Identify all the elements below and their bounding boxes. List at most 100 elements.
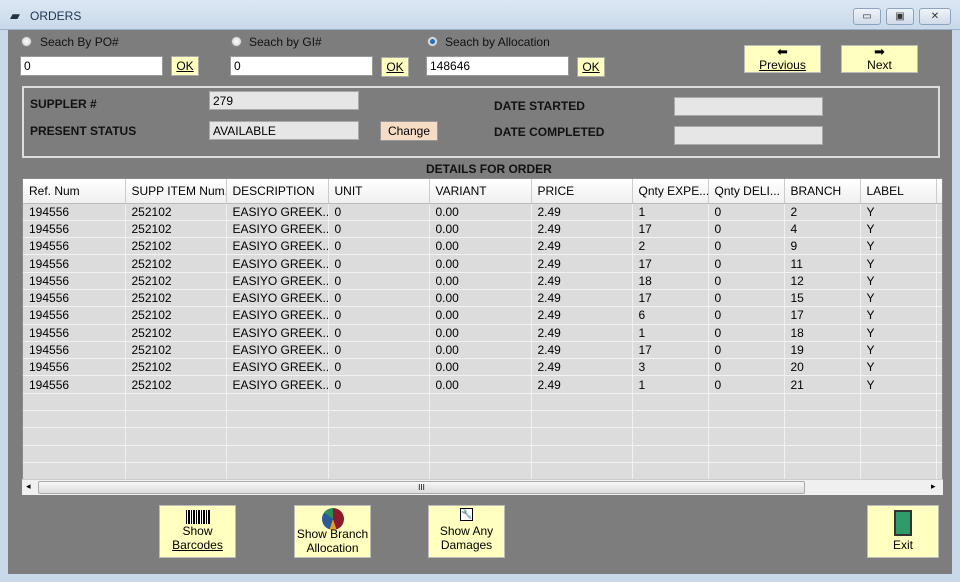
horizontal-scrollbar[interactable]: ◂ III ▸ — [22, 479, 943, 495]
table-row[interactable]: 194556 252102 EASIYO GREEK... 0 0.00 2.49 1 0 21… — [23, 375, 942, 394]
table-cell: 0 — [328, 324, 430, 342]
table-cell — [860, 427, 937, 446]
table-cell: Y — [860, 324, 937, 342]
table-row[interactable]: 194556 252102 EASIYO GREEK... 0 0.00 2.49 1 0 18… — [23, 324, 942, 342]
table-cell: 0 — [708, 254, 785, 273]
table-cell: 9 — [784, 237, 861, 256]
empty-row[interactable] — [23, 410, 942, 429]
table-cell — [531, 445, 633, 463]
exit-button[interactable]: Exit — [867, 505, 939, 558]
barcode-icon — [185, 510, 210, 524]
scroll-left-arrow[interactable]: ◂ — [26, 481, 31, 491]
table-row[interactable]: 194556 252102 EASIYO GREEK... 0 0.00 2.49 17 0 4… — [23, 220, 942, 239]
scroll-thumb[interactable]: III — [38, 481, 805, 494]
table-cell: 0.00 — [429, 203, 532, 221]
table-cell: 194556 — [23, 341, 126, 360]
table-row[interactable]: 194556 252102 EASIYO GREEK... 0 0.00 2.49 17 0 1… — [23, 289, 942, 308]
table-cell: 2.49 — [531, 289, 633, 308]
empty-row[interactable] — [23, 462, 942, 481]
table-cell — [708, 462, 785, 481]
empty-row[interactable] — [23, 393, 942, 412]
table-cell: 194556 — [23, 203, 126, 221]
table-row[interactable]: 194556 252102 EASIYO GREEK... 0 0.00 2.49 18 0 1… — [23, 272, 942, 290]
column-header[interactable]: Ref. Num — [23, 179, 126, 204]
maximize-button[interactable]: ▣ — [886, 8, 914, 25]
po-input[interactable]: 0 — [20, 56, 163, 76]
show-branch-allocation-button[interactable]: Show Branch Allocation — [294, 505, 371, 558]
gi-radio[interactable] — [231, 36, 242, 47]
table-row[interactable]: 194556 252102 EASIYO GREEK... 0 0.00 2.49 17 0 1… — [23, 254, 942, 273]
table-cell: Y — [860, 203, 937, 221]
previous-button[interactable]: ⬅ Previous — [744, 45, 821, 73]
table-cell — [708, 445, 785, 463]
change-button[interactable]: Change — [380, 121, 438, 141]
column-header[interactable]: DESCRIPTION — [226, 179, 329, 204]
column-header[interactable]: UNIT — [328, 179, 430, 204]
status-label: PRESENT STATUS — [30, 124, 137, 138]
table-cell: 194556 — [23, 306, 126, 325]
table-cell: 0 — [328, 289, 430, 308]
table-cell: 2.49 — [531, 358, 633, 377]
table-cell: 0 — [708, 203, 785, 221]
allocation-input[interactable]: 148646 — [426, 56, 569, 76]
table-cell: 1 — [632, 324, 709, 342]
scroll-right-arrow[interactable]: ▸ — [931, 481, 936, 491]
title-bar: ▰ ORDERS ▭ ▣ ✕ — [0, 0, 960, 30]
table-row[interactable]: 194556 252102 EASIYO GREEK... 0 0.00 2.49 6 0 17… — [23, 306, 942, 325]
table-cell: 0 — [708, 289, 785, 308]
table-row[interactable]: 194556 252102 EASIYO GREEK... 0 0.00 2.49 3 0 20… — [23, 358, 942, 377]
table-row[interactable]: 194556 252102 EASIYO GREEK... 0 0.00 2.49 1 0 2 Y — [23, 203, 942, 221]
column-header[interactable]: PRICE — [531, 179, 633, 204]
show-barcodes-button[interactable]: Show Barcodes — [159, 505, 236, 558]
empty-row[interactable] — [23, 427, 942, 446]
table-cell — [784, 393, 861, 412]
column-header[interactable]: LABEL — [860, 179, 937, 204]
table-cell: 0 — [328, 272, 430, 290]
allocation-ok-button[interactable]: OK — [577, 57, 605, 77]
column-header[interactable]: VARIANT — [429, 179, 532, 204]
table-cell — [936, 427, 942, 446]
close-button[interactable]: ✕ — [919, 8, 951, 25]
show-any-damages-button[interactable]: 🔧 Show Any Damages — [428, 505, 505, 558]
column-header[interactable]: Qnty EXPE... — [632, 179, 709, 204]
table-cell: Y — [860, 220, 937, 239]
table-cell: 17 — [632, 341, 709, 360]
minimize-button[interactable]: ▭ — [853, 8, 881, 25]
gi-ok-button[interactable]: OK — [381, 57, 409, 77]
po-ok-button[interactable]: OK — [171, 56, 199, 76]
column-header[interactable] — [936, 179, 942, 204]
table-cell: 4 — [784, 220, 861, 239]
table-cell: 1 — [632, 375, 709, 394]
table-cell: EASIYO GREEK... — [226, 324, 329, 342]
table-cell: 252102 — [125, 289, 227, 308]
table-cell — [23, 445, 126, 463]
table-cell: 1 — [632, 203, 709, 221]
table-cell: 0.00 — [429, 237, 532, 256]
details-title: DETAILS FOR ORDER — [426, 162, 552, 176]
table-cell: 252102 — [125, 324, 227, 342]
table-cell: 252102 — [125, 237, 227, 256]
gi-input[interactable]: 0 — [230, 56, 373, 76]
empty-row[interactable] — [23, 445, 942, 463]
orders-app-icon: ▰ — [10, 8, 20, 23]
column-header[interactable]: BRANCH — [784, 179, 861, 204]
column-header[interactable]: Qnty DELI... — [708, 179, 785, 204]
allocation-radio[interactable] — [427, 36, 438, 47]
table-cell: 0 — [708, 375, 785, 394]
column-header[interactable]: SUPP ITEM Num. — [125, 179, 227, 204]
table-cell: 3 — [632, 358, 709, 377]
table-cell: 21 — [784, 375, 861, 394]
table-cell: 2.49 — [531, 341, 633, 360]
table-cell: 17 — [784, 306, 861, 325]
table-cell: 194556 — [23, 289, 126, 308]
table-cell — [632, 427, 709, 446]
table-cell — [125, 462, 227, 481]
table-cell: 194556 — [23, 324, 126, 342]
table-row[interactable]: 194556 252102 EASIYO GREEK... 0 0.00 2.49 2 0 9 Y — [23, 237, 942, 256]
table-row[interactable]: 194556 252102 EASIYO GREEK... 0 0.00 2.49 17 0 1… — [23, 341, 942, 360]
table-cell — [531, 427, 633, 446]
order-details-grid[interactable]: Ref. Num SUPP ITEM Num. DESCRIPTION UNIT VAR… — [22, 178, 943, 495]
next-button[interactable]: ➡ Next — [841, 45, 918, 73]
po-radio[interactable] — [21, 36, 32, 47]
table-cell: 0.00 — [429, 324, 532, 342]
